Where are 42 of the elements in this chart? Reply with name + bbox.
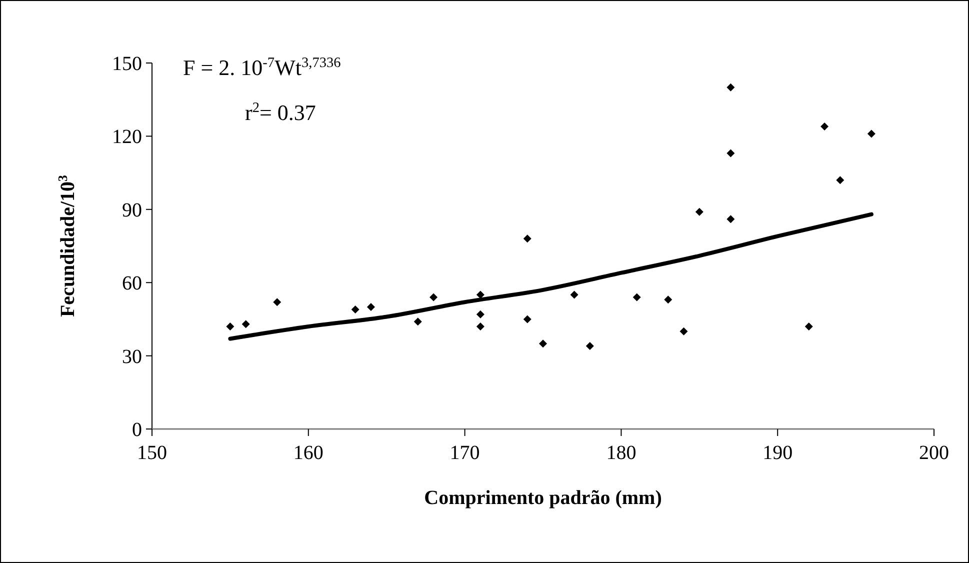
- point: [804, 322, 813, 331]
- point: [836, 176, 844, 184]
- point: [523, 234, 532, 243]
- x-tick-label: 150: [137, 442, 167, 464]
- line-series: [228, 212, 874, 341]
- point: [586, 342, 594, 350]
- x-tick-label: 160: [293, 442, 324, 464]
- x-tick-label: 190: [762, 442, 793, 464]
- x-axis-title: Comprimento padrão (mm): [424, 487, 662, 509]
- point: [726, 149, 735, 158]
- point: [680, 327, 688, 336]
- x-tick-label: 180: [606, 442, 636, 464]
- point: [523, 315, 532, 324]
- point: [366, 303, 375, 311]
- point: [867, 130, 876, 138]
- point: [273, 298, 282, 306]
- y-tick-label: 90: [122, 199, 142, 222]
- y-tick-label: 30: [122, 346, 142, 368]
- point: [414, 318, 422, 326]
- point: [820, 122, 829, 130]
- point: [632, 293, 641, 302]
- point: [476, 322, 484, 331]
- point: [664, 296, 672, 304]
- x-tick-label: 200: [919, 442, 949, 464]
- annotation: r$^{2}$= 0.37: [245, 100, 316, 125]
- point: [226, 322, 234, 331]
- point: [695, 208, 704, 216]
- point: [726, 83, 735, 92]
- annotation: F = 2. 10$^{-7}$Wt$^{3,7336}$: [183, 55, 341, 80]
- point: [476, 310, 484, 318]
- y-tick-label: 0: [132, 419, 142, 441]
- y-tick-label: 60: [122, 272, 142, 295]
- point: [351, 305, 360, 314]
- point: [539, 340, 547, 348]
- point: [430, 293, 438, 302]
- point: [726, 215, 735, 224]
- point: [570, 290, 578, 299]
- y-tick-label: 150: [112, 53, 142, 75]
- x-tick-label: 170: [450, 442, 480, 464]
- point: [476, 290, 484, 299]
- y-tick-label: 120: [112, 126, 142, 148]
- point: [242, 320, 250, 328]
